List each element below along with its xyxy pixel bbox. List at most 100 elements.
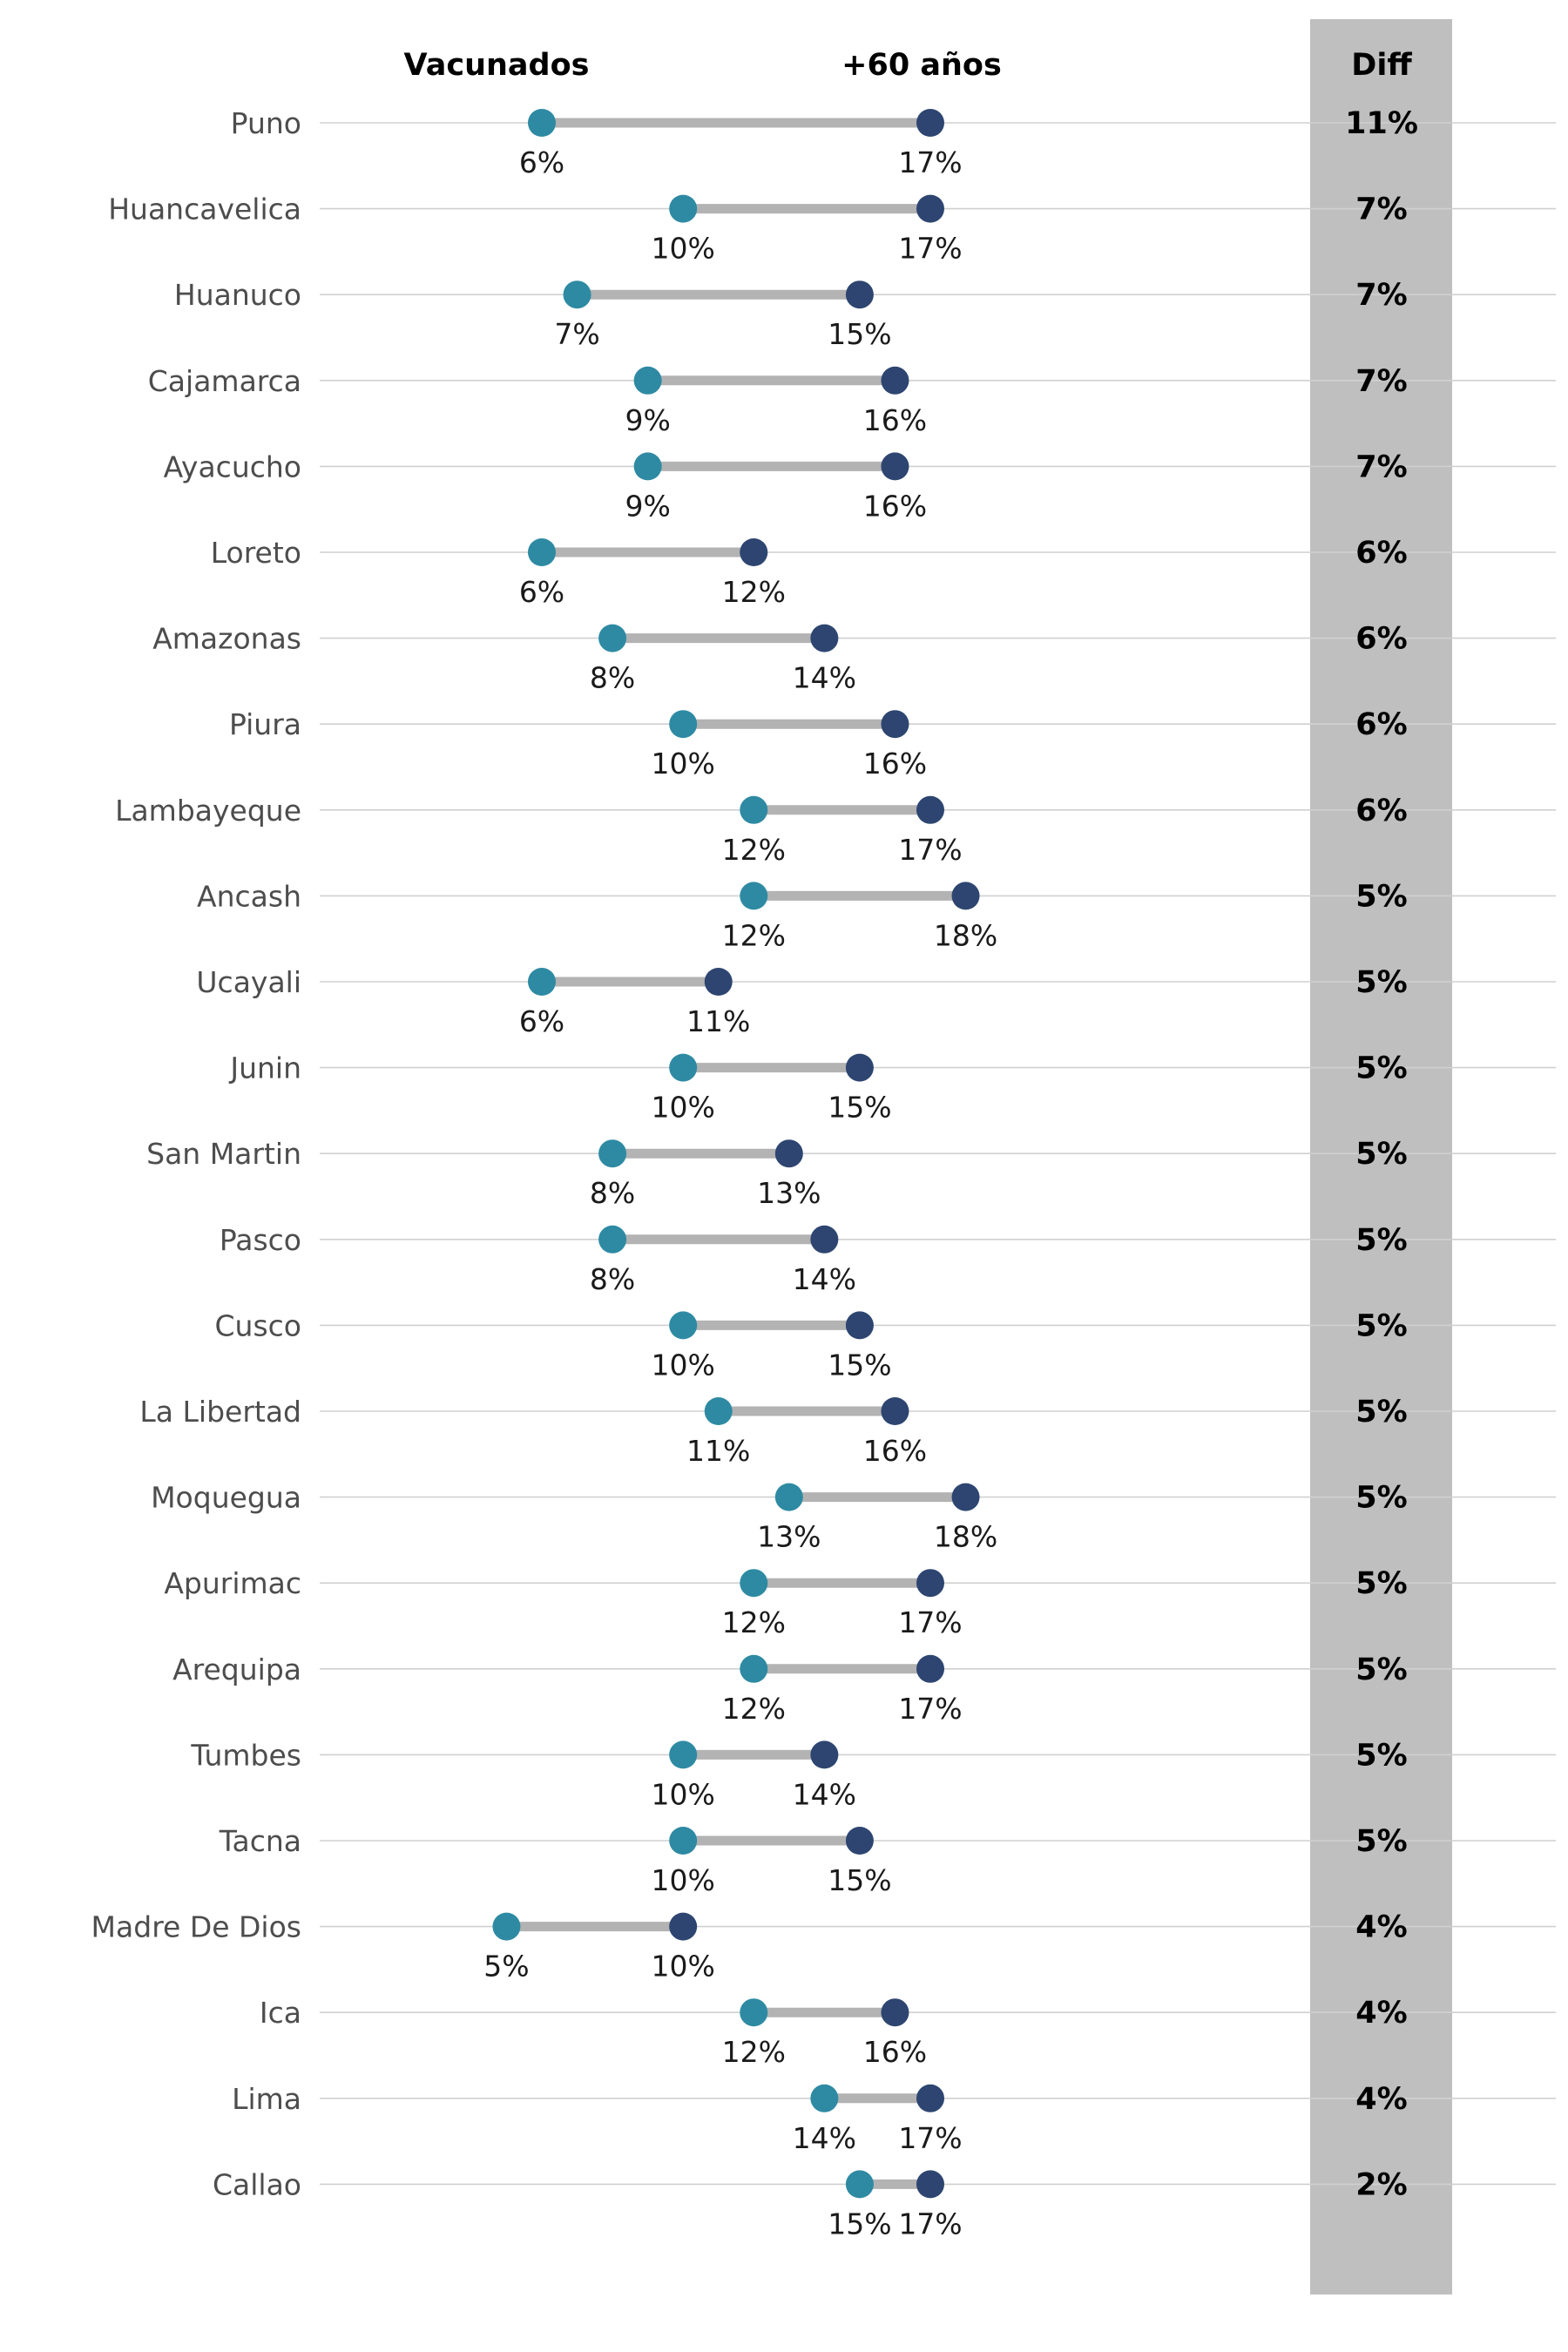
diff-label-ica: 4% xyxy=(1355,1996,1407,2031)
value-label-mayores-huanuco: 15% xyxy=(828,317,891,351)
diff-label-junin: 5% xyxy=(1355,1051,1407,1086)
region-label-loreto: Loreto xyxy=(211,536,301,570)
diff-label-ucayali: 5% xyxy=(1355,965,1407,1000)
region-label-callao: Callao xyxy=(213,2167,301,2201)
diff-label-cusco: 5% xyxy=(1355,1308,1407,1343)
value-label-mayores-cusco: 15% xyxy=(828,1348,891,1382)
point-mayores-moquegua xyxy=(951,1483,980,1511)
point-vacunados-puno xyxy=(528,109,556,137)
region-label-la-libertad: La Libertad xyxy=(139,1395,301,1429)
diff-label-puno: 11% xyxy=(1345,106,1418,141)
points xyxy=(492,109,980,2199)
region-label-cusco: Cusco xyxy=(215,1308,301,1342)
point-vacunados-ucayali xyxy=(528,968,556,996)
point-mayores-pasco xyxy=(810,1225,839,1254)
value-label-vacunados-san-martin: 8% xyxy=(590,1176,635,1210)
point-mayores-san-martin xyxy=(774,1139,803,1168)
diff-label-tacna: 5% xyxy=(1355,1824,1407,1859)
point-mayores-amazonas xyxy=(810,624,839,652)
point-vacunados-ica xyxy=(740,1998,768,2027)
point-vacunados-amazonas xyxy=(598,624,627,652)
value-label-vacunados-ancash: 12% xyxy=(722,918,786,952)
point-vacunados-junin xyxy=(669,1053,698,1082)
point-vacunados-lambayeque xyxy=(740,795,768,824)
point-vacunados-piura xyxy=(669,710,698,739)
value-label-vacunados-huanuco: 7% xyxy=(554,317,599,351)
diff-label-amazonas: 6% xyxy=(1355,622,1407,657)
diff-label-la-libertad: 5% xyxy=(1355,1395,1407,1429)
diff-label-cajamarca: 7% xyxy=(1355,364,1407,399)
diff-label-loreto: 6% xyxy=(1355,536,1407,571)
value-label-mayores-ancash: 18% xyxy=(934,918,997,952)
region-label-puno: Puno xyxy=(231,106,301,140)
value-label-mayores-apurimac: 17% xyxy=(898,1605,962,1639)
value-label-mayores-huancavelica: 17% xyxy=(898,232,962,266)
diff-label-moquegua: 5% xyxy=(1355,1481,1407,1516)
value-label-vacunados-loreto: 6% xyxy=(519,575,564,609)
point-vacunados-madre-de-dios xyxy=(492,1912,521,1941)
region-label-junin: Junin xyxy=(228,1051,301,1085)
diff-label-huanuco: 7% xyxy=(1355,278,1407,313)
diff-panel xyxy=(1310,19,1452,2295)
region-label-huanuco: Huanuco xyxy=(174,278,301,312)
point-mayores-ucayali xyxy=(704,968,733,996)
point-vacunados-cusco xyxy=(669,1311,698,1340)
value-label-vacunados-madre-de-dios: 5% xyxy=(483,1950,529,1984)
value-label-vacunados-la-libertad: 11% xyxy=(686,1434,750,1468)
region-label-san-martin: San Martin xyxy=(146,1137,301,1171)
value-label-mayores-piura: 16% xyxy=(863,747,927,781)
region-label-arequipa: Arequipa xyxy=(172,1652,301,1686)
point-vacunados-arequipa xyxy=(740,1654,768,1683)
region-label-piura: Piura xyxy=(229,707,301,741)
value-label-vacunados-cajamarca: 9% xyxy=(625,403,670,437)
value-label-vacunados-tumbes: 10% xyxy=(652,1777,715,1811)
point-mayores-madre-de-dios xyxy=(669,1912,698,1941)
diff-label-pasco: 5% xyxy=(1355,1223,1407,1258)
region-label-moquegua: Moquegua xyxy=(151,1481,301,1515)
header-vacunados: Vacunados xyxy=(404,48,590,83)
point-mayores-huanuco xyxy=(845,280,874,309)
point-mayores-lambayeque xyxy=(916,795,944,824)
value-label-vacunados-cusco: 10% xyxy=(652,1348,715,1382)
value-label-mayores-san-martin: 13% xyxy=(757,1176,821,1210)
value-label-vacunados-huancavelica: 10% xyxy=(652,232,715,266)
point-vacunados-apurimac xyxy=(740,1569,768,1598)
point-mayores-loreto xyxy=(740,538,768,566)
region-label-pasco: Pasco xyxy=(220,1223,301,1257)
point-mayores-ica xyxy=(881,1998,909,2027)
region-label-lambayeque: Lambayeque xyxy=(115,794,301,828)
value-label-vacunados-ucayali: 6% xyxy=(519,1004,564,1038)
diff-label-ayacucho: 7% xyxy=(1355,449,1407,484)
region-label-ancash: Ancash xyxy=(197,879,301,913)
point-vacunados-huancavelica xyxy=(669,194,698,223)
value-label-mayores-moquegua: 18% xyxy=(934,1520,997,1554)
point-mayores-tumbes xyxy=(810,1740,839,1769)
diff-label-tumbes: 5% xyxy=(1355,1738,1407,1773)
point-vacunados-pasco xyxy=(598,1225,627,1254)
diff-label-lambayeque: 6% xyxy=(1355,794,1407,828)
value-label-vacunados-ica: 12% xyxy=(722,2035,786,2069)
point-vacunados-ancash xyxy=(740,882,768,910)
value-label-mayores-pasco: 14% xyxy=(793,1262,856,1296)
header-diff: Diff xyxy=(1351,48,1412,83)
value-label-mayores-la-libertad: 16% xyxy=(863,1434,927,1468)
diff-label-piura: 6% xyxy=(1355,707,1407,742)
point-mayores-puno xyxy=(916,109,944,137)
value-label-vacunados-lima: 14% xyxy=(793,2121,856,2155)
value-label-mayores-arequipa: 17% xyxy=(898,1692,962,1726)
value-label-vacunados-amazonas: 8% xyxy=(590,661,635,695)
point-vacunados-tumbes xyxy=(669,1740,698,1769)
header-mayores: +60 años xyxy=(841,48,1002,83)
value-label-vacunados-junin: 10% xyxy=(652,1091,715,1125)
region-label-ayacucho: Ayacucho xyxy=(164,449,301,483)
point-mayores-lima xyxy=(916,2084,944,2112)
point-mayores-apurimac xyxy=(916,1569,944,1598)
point-mayores-arequipa xyxy=(916,1654,944,1683)
point-vacunados-loreto xyxy=(528,538,556,566)
value-label-mayores-lambayeque: 17% xyxy=(898,833,962,867)
region-label-ica: Ica xyxy=(260,1996,301,2030)
point-vacunados-san-martin xyxy=(598,1139,627,1168)
diff-label-madre-de-dios: 4% xyxy=(1355,1910,1407,1945)
value-label-vacunados-piura: 10% xyxy=(652,747,715,781)
